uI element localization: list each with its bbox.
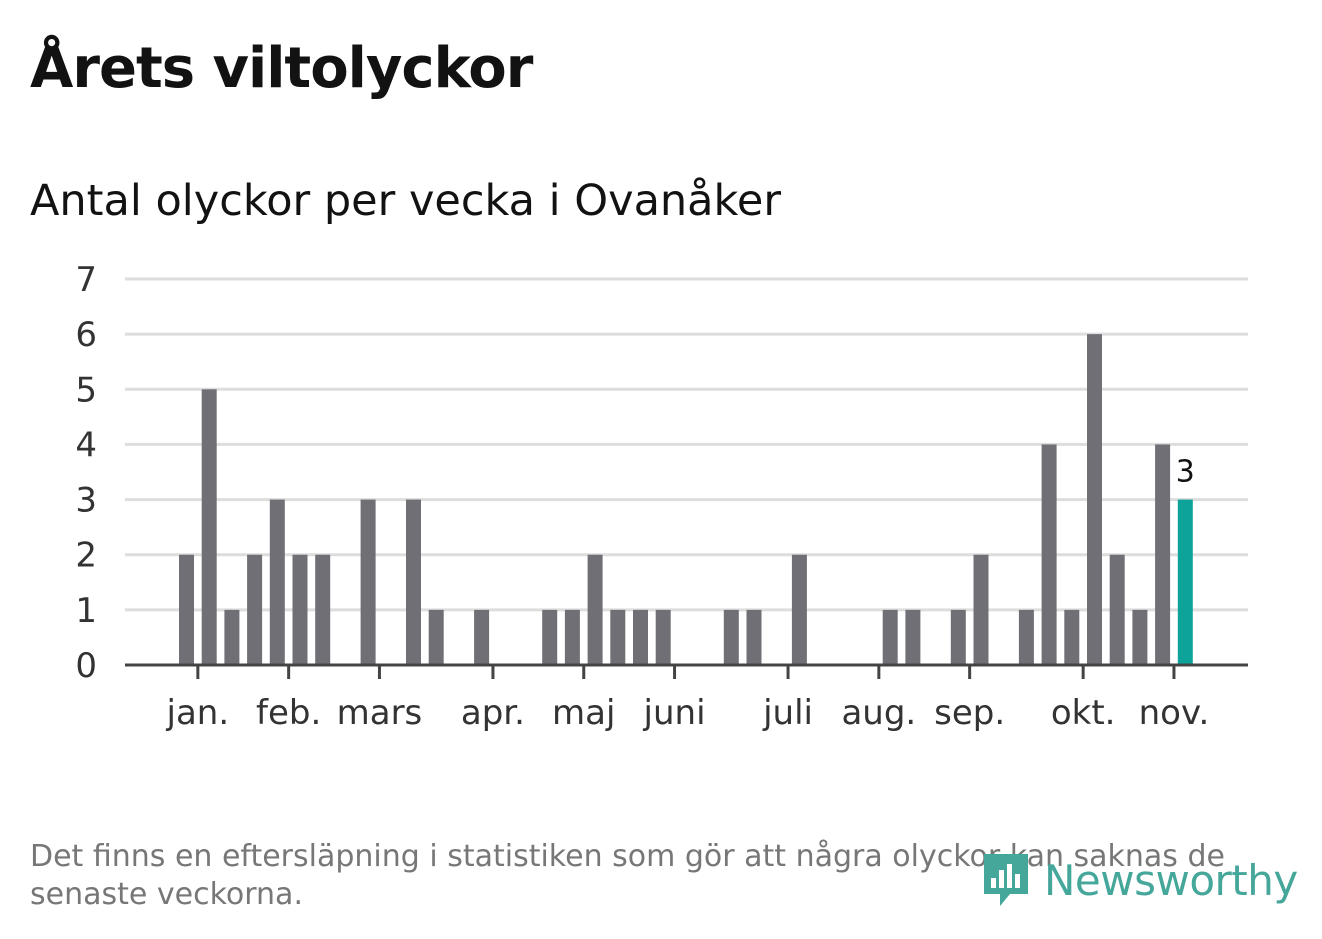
newsworthy-logo-icon (984, 854, 1028, 906)
x-tick-label: maj (552, 693, 615, 733)
y-tick-label: 6 (75, 315, 97, 355)
bar-chart: 3 0 1 2 3 4 5 6 7 jan. feb. mars apr. maj juni juli aug… (75, 260, 1248, 733)
bar (474, 609, 490, 665)
x-tick-label: apr. (461, 693, 525, 733)
bar (315, 554, 331, 665)
bar (179, 554, 194, 665)
bar (791, 554, 807, 665)
bar-layer: 3 (179, 334, 1195, 665)
bar (950, 609, 966, 665)
bar (360, 499, 376, 665)
bar (905, 609, 921, 665)
bar (406, 499, 421, 665)
bar (610, 609, 626, 665)
chart-subtitle: Antal olyckor per vecka i Ovanåker (30, 176, 782, 226)
bar (1064, 609, 1080, 665)
x-tick-label: juli (762, 693, 813, 733)
x-tick-label: feb. (256, 693, 321, 733)
bar-highlight (1177, 499, 1193, 665)
bar (1132, 609, 1148, 665)
bar (1109, 554, 1125, 665)
y-tick-label: 5 (75, 370, 97, 410)
x-tick-label: juni (643, 693, 706, 733)
bar (564, 609, 580, 665)
newsworthy-logo: Newsworthy (980, 850, 1298, 910)
x-tick-label: sep. (934, 693, 1005, 733)
bar (201, 389, 217, 665)
axis-layer: 0 1 2 3 4 5 6 7 jan. feb. mars apr. maj juni juli aug. s… (75, 260, 1248, 733)
bar (1087, 334, 1102, 665)
bar (587, 554, 603, 665)
bar (746, 609, 762, 665)
bar (428, 609, 444, 665)
y-tick-label: 4 (75, 425, 97, 465)
grid-layer (125, 277, 1248, 612)
y-tick-label: 1 (75, 591, 97, 631)
bar (882, 609, 898, 665)
data-label: 3 (1176, 455, 1195, 490)
bar (1155, 444, 1171, 665)
x-tick-label: mars (337, 693, 423, 733)
bar (1041, 444, 1057, 665)
x-tick-label: nov. (1139, 693, 1210, 733)
y-tick-label: 2 (75, 536, 97, 576)
bar (633, 609, 648, 665)
bar (655, 609, 671, 665)
bar (224, 609, 240, 665)
x-tick-label: okt. (1051, 693, 1116, 733)
chart-title: Årets viltolyckor (30, 36, 533, 101)
bar (292, 554, 308, 665)
bar (723, 609, 739, 665)
bar (973, 554, 989, 665)
y-tick-label: 0 (75, 646, 97, 686)
x-tick-label: aug. (841, 693, 916, 733)
y-tick-label: 3 (75, 481, 97, 521)
bar (247, 554, 263, 665)
y-tick-label: 7 (75, 260, 97, 300)
brand-name: Newsworthy (1044, 855, 1298, 905)
bar (1018, 609, 1034, 665)
bar (269, 499, 285, 665)
bar (542, 609, 558, 665)
x-tick-label: jan. (166, 693, 230, 733)
